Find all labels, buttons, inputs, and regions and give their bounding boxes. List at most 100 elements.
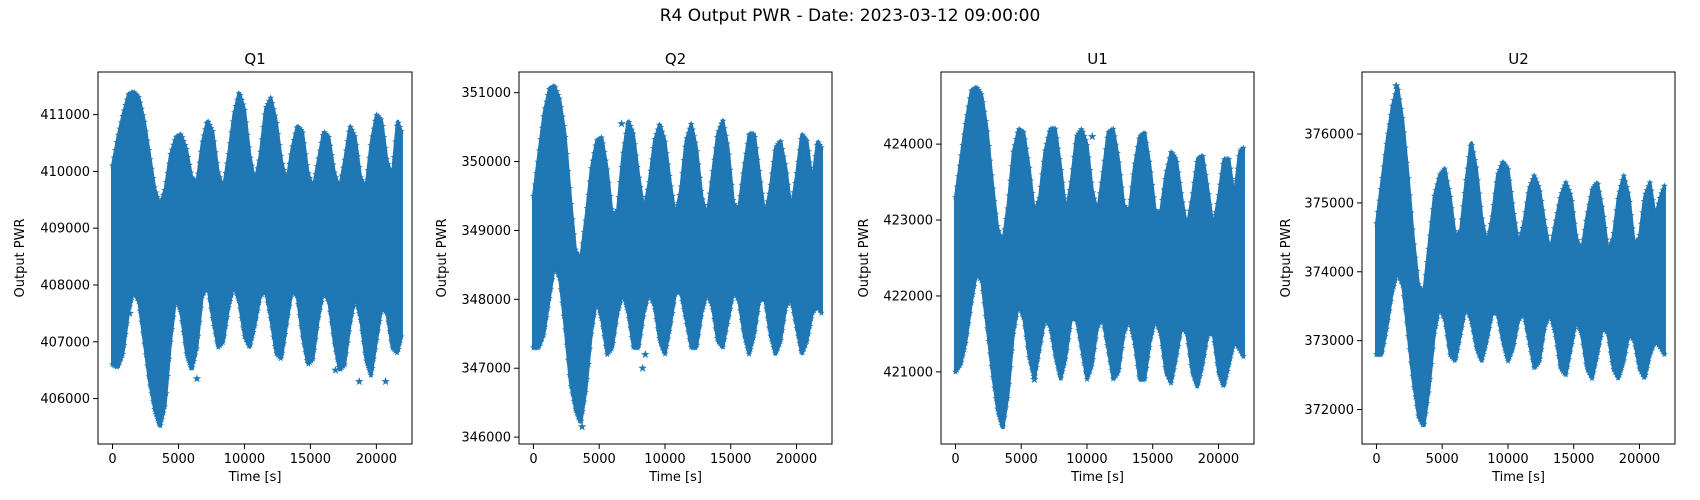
lower-edge-marker — [1046, 321, 1053, 329]
upper-edge-marker — [361, 183, 369, 190]
x-tick-label: 10000 — [1066, 452, 1107, 467]
upper-edge-marker — [219, 183, 227, 190]
upper-edge-marker — [647, 167, 655, 174]
lower-edge-marker — [1185, 340, 1192, 348]
upper-edge-marker — [1507, 188, 1515, 196]
lower-edge-marker — [313, 324, 321, 331]
upper-edge-marker — [258, 136, 266, 143]
lower-edge-marker — [1422, 409, 1430, 417]
outlier-marker — [125, 308, 134, 317]
lower-edge-marker — [1163, 370, 1171, 377]
lower-edge-marker — [661, 350, 669, 357]
upper-edge-marker — [122, 101, 129, 109]
lower-edge-marker — [573, 409, 581, 416]
lower-edge-marker — [1083, 375, 1091, 382]
upper-edge-marker — [1374, 208, 1382, 216]
upper-edge-marker — [1480, 222, 1487, 230]
upper-edge-marker — [634, 163, 641, 170]
lower-edge-marker — [1180, 326, 1188, 333]
lower-edge-marker — [1452, 354, 1460, 361]
upper-edge-marker — [602, 157, 610, 164]
x-tick-label: 15000 — [1132, 452, 1173, 467]
y-tick-label: 350000 — [461, 155, 511, 170]
lower-edge-marker — [680, 305, 688, 312]
upper-edge-marker — [228, 128, 235, 136]
lower-edge-marker — [1020, 314, 1027, 321]
lower-edge-marker — [975, 272, 982, 280]
upper-edge-marker — [1524, 189, 1532, 197]
upper-edge-marker — [957, 151, 965, 159]
lower-edge-marker — [1054, 365, 1062, 372]
upper-edge-marker — [541, 104, 549, 112]
upper-edge-marker — [1231, 190, 1239, 197]
lower-edge-marker — [247, 341, 254, 348]
lower-edge-marker — [1114, 369, 1121, 377]
lower-edge-marker — [1229, 342, 1237, 349]
lower-edge-marker — [318, 298, 325, 305]
upper-edge-marker — [726, 166, 734, 173]
upper-edge-marker — [264, 100, 272, 107]
lower-edge-marker — [622, 301, 630, 308]
upper-edge-marker — [618, 163, 626, 170]
upper-edge-marker — [143, 137, 151, 144]
lower-edge-marker — [1189, 369, 1197, 377]
lower-edge-marker — [535, 342, 543, 350]
lower-edge-marker — [1588, 374, 1596, 382]
lower-edge-marker — [647, 292, 655, 300]
upper-edge-marker — [952, 193, 959, 201]
upper-edge-marker — [1491, 190, 1499, 197]
lower-edge-marker — [640, 313, 647, 320]
upper-edge-marker — [1579, 236, 1587, 243]
upper-edge-marker — [699, 196, 707, 203]
y-tick-label: 372000 — [1304, 403, 1354, 418]
upper-edge-marker — [357, 173, 365, 181]
lower-edge-marker — [1565, 355, 1573, 363]
upper-edge-marker — [299, 129, 307, 136]
lower-edge-marker — [1548, 315, 1555, 322]
x-axis-ticks: 0 5000 10000 15000 20000 — [951, 444, 1239, 467]
upper-edge-marker — [397, 127, 405, 135]
lower-edge-marker — [592, 301, 600, 309]
upper-edge-marker — [1151, 206, 1159, 214]
lower-edge-marker — [1399, 281, 1406, 288]
lower-edge-marker — [1561, 369, 1568, 377]
lower-edge-marker — [1523, 326, 1531, 333]
x-tick-label: 5000 — [162, 452, 195, 467]
lower-edge-marker — [1060, 361, 1068, 369]
y-tick-label: 346000 — [461, 431, 511, 446]
upper-edge-marker — [307, 179, 315, 186]
lower-edge-marker — [969, 290, 977, 298]
lower-edge-marker — [1559, 367, 1567, 375]
y-tick-label: 422000 — [883, 289, 933, 304]
upper-edge-marker — [749, 130, 757, 137]
upper-edge-marker — [988, 171, 996, 179]
upper-edge-marker — [1158, 196, 1166, 203]
upper-edge-marker — [713, 133, 721, 140]
upper-edge-marker — [674, 199, 682, 206]
lower-edge-marker — [328, 319, 336, 326]
lower-edge-marker — [1621, 349, 1629, 356]
lower-edge-marker — [1536, 355, 1544, 362]
lower-edge-marker — [1212, 349, 1220, 356]
upper-edge-marker — [1108, 126, 1116, 133]
lower-edge-marker — [637, 331, 644, 339]
lower-edge-marker — [1041, 315, 1049, 322]
lower-edge-marker — [1456, 331, 1464, 339]
lower-edge-marker — [572, 405, 579, 412]
upper-edge-marker — [332, 173, 340, 181]
lower-edge-marker — [380, 306, 388, 313]
lower-edge-marker — [334, 355, 341, 363]
lower-edge-marker — [116, 358, 124, 365]
lower-edge-marker — [235, 297, 243, 304]
upper-edge-marker — [188, 174, 196, 181]
lower-edge-marker — [376, 317, 383, 325]
upper-edge-marker — [1089, 188, 1097, 196]
lower-edge-marker — [1397, 277, 1405, 284]
upper-edge-marker — [956, 162, 964, 169]
lower-edge-marker — [1420, 420, 1428, 427]
lower-edge-marker — [364, 362, 372, 369]
upper-edge-marker — [1021, 136, 1029, 143]
lower-edge-marker — [968, 299, 975, 306]
upper-edge-marker — [729, 196, 737, 203]
upper-edge-marker — [1112, 141, 1120, 148]
